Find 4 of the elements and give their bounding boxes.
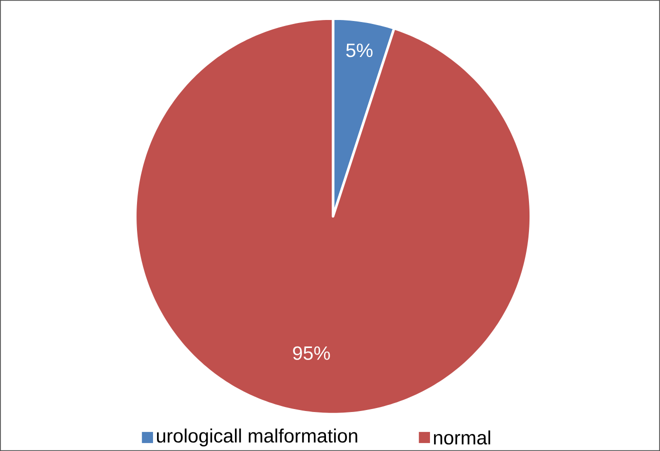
legend-label: urologicall malformation [157, 428, 358, 446]
legend-label: normal [434, 430, 490, 445]
data-label: 5% [346, 44, 373, 58]
data-label: 95% [293, 346, 330, 360]
